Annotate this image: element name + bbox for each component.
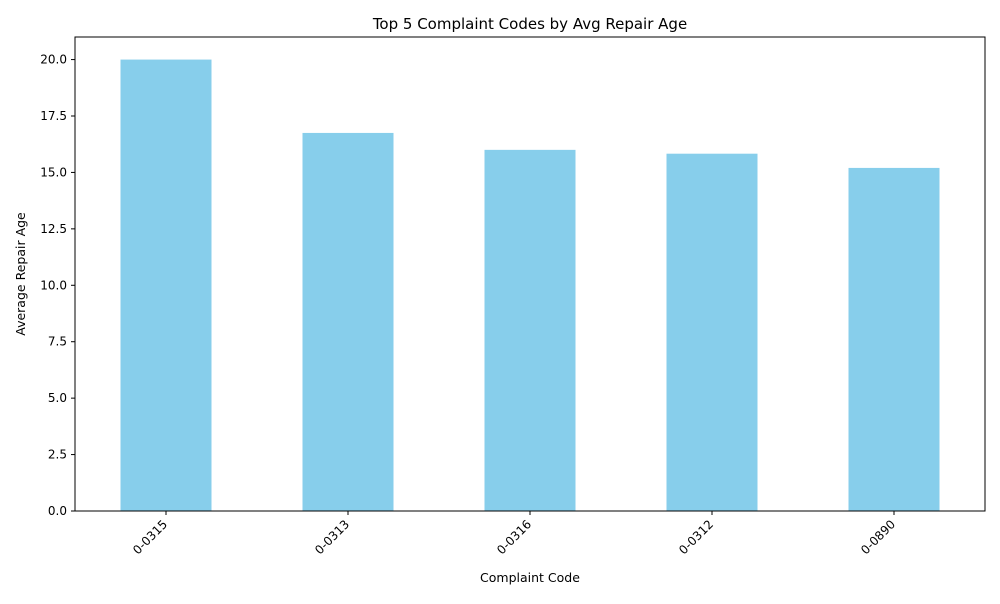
bar-0-0316 [484, 149, 576, 511]
y-tick-label: 10.0 [40, 278, 67, 292]
x-tick-label: 0-0313 [312, 517, 352, 557]
x-tick-label: 0-0315 [130, 517, 170, 557]
x-tick-label: 0-0316 [494, 517, 534, 557]
y-tick-label: 15.0 [40, 165, 67, 179]
y-tick-label: 5.0 [48, 391, 67, 405]
bars-layer [120, 59, 940, 512]
bar-0-0315 [120, 59, 212, 511]
x-tick-label: 0-0890 [858, 517, 898, 557]
x-tick-label: 0-0312 [676, 517, 716, 557]
x-axis-label: Complaint Code [480, 570, 580, 585]
y-tick-label: 20.0 [40, 53, 67, 67]
y-axis-label: Average Repair Age [13, 212, 28, 336]
y-tick-label: 17.5 [40, 109, 67, 123]
y-axis-ticks: 0.0 2.5 5.0 7.5 10.0 12.5 15.0 17.5 20.0 [40, 53, 75, 518]
y-tick-label: 12.5 [40, 222, 67, 236]
y-tick-label: 2.5 [48, 448, 67, 462]
y-tick-label: 0.0 [48, 504, 67, 518]
x-axis-ticks: 0-0315 0-0313 0-0316 0-0312 0-0890 [130, 511, 898, 557]
bar-0-0890 [848, 167, 940, 511]
bar-0-0312 [666, 153, 758, 512]
chart-title: Top 5 Complaint Codes by Avg Repair Age [372, 15, 687, 33]
y-tick-label: 7.5 [48, 335, 67, 349]
bar-0-0313 [302, 132, 394, 511]
